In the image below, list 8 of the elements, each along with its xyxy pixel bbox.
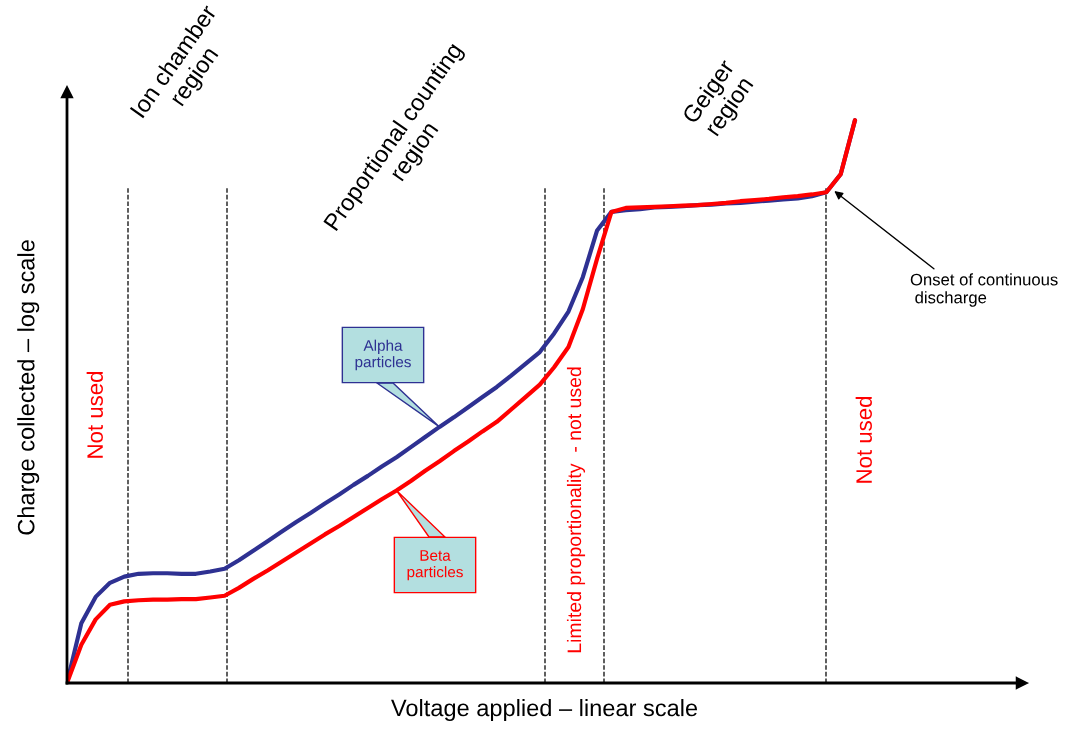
annotation: Limited proportionality - not used <box>566 367 586 653</box>
annotation: Not used <box>855 396 872 483</box>
y-axis-title: Charge collected – log scale <box>17 240 40 535</box>
text: Onset of continuous discharge <box>910 273 1058 307</box>
text: Beta particles <box>407 550 463 581</box>
x-axis-title: Voltage applied – linear scale <box>391 698 698 721</box>
annotation: Not used <box>86 371 103 458</box>
text: Alpha particles <box>355 339 411 371</box>
